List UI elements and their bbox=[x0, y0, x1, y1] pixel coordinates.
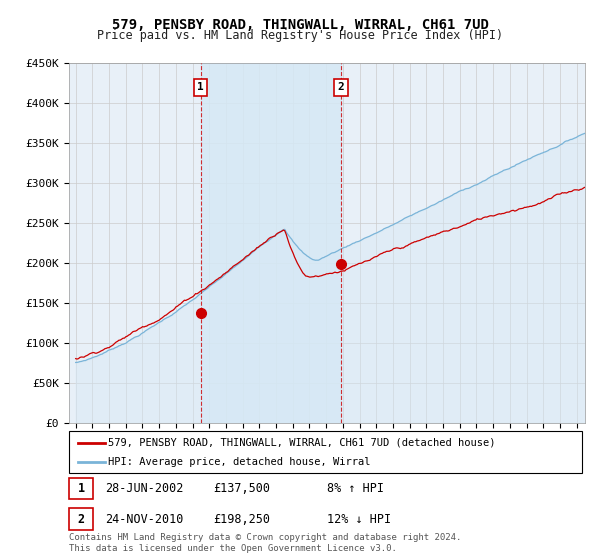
Text: 1: 1 bbox=[197, 82, 204, 92]
Text: 2: 2 bbox=[77, 512, 85, 526]
Text: Contains HM Land Registry data © Crown copyright and database right 2024.
This d: Contains HM Land Registry data © Crown c… bbox=[69, 533, 461, 553]
Text: 24-NOV-2010: 24-NOV-2010 bbox=[105, 512, 184, 526]
Text: 579, PENSBY ROAD, THINGWALL, WIRRAL, CH61 7UD (detached house): 579, PENSBY ROAD, THINGWALL, WIRRAL, CH6… bbox=[108, 437, 496, 447]
Text: 2: 2 bbox=[338, 82, 344, 92]
Bar bbox=[201, 63, 341, 423]
Text: 579, PENSBY ROAD, THINGWALL, WIRRAL, CH61 7UD: 579, PENSBY ROAD, THINGWALL, WIRRAL, CH6… bbox=[112, 18, 488, 32]
Text: Price paid vs. HM Land Registry's House Price Index (HPI): Price paid vs. HM Land Registry's House … bbox=[97, 29, 503, 42]
Text: £137,500: £137,500 bbox=[213, 482, 270, 495]
Text: HPI: Average price, detached house, Wirral: HPI: Average price, detached house, Wirr… bbox=[108, 457, 371, 467]
Text: 12% ↓ HPI: 12% ↓ HPI bbox=[327, 512, 391, 526]
Text: 8% ↑ HPI: 8% ↑ HPI bbox=[327, 482, 384, 495]
Text: 28-JUN-2002: 28-JUN-2002 bbox=[105, 482, 184, 495]
Text: 1: 1 bbox=[77, 482, 85, 495]
Text: £198,250: £198,250 bbox=[213, 512, 270, 526]
